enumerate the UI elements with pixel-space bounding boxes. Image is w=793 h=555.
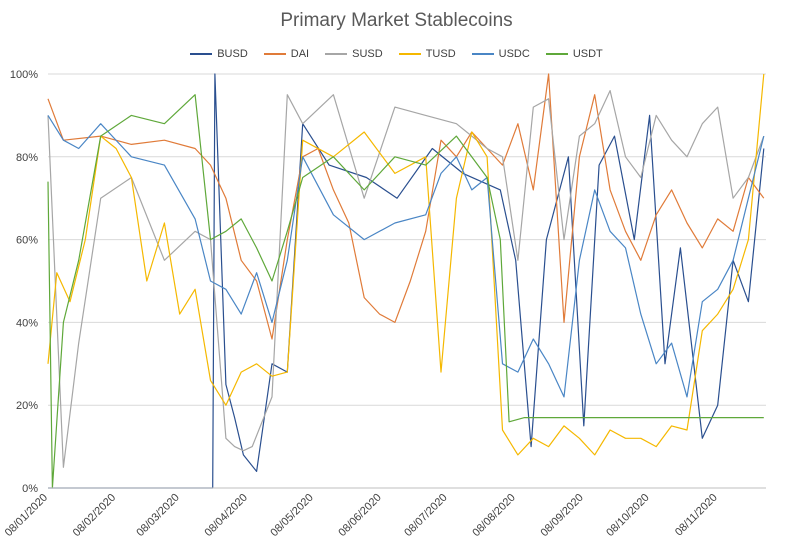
series-line-susd — [47, 89, 765, 468]
legend-swatch — [263, 53, 286, 55]
legend-swatch — [471, 53, 494, 55]
legend-swatch — [398, 53, 421, 55]
legend-swatch — [190, 53, 213, 55]
legend-label: TUSD — [425, 48, 456, 60]
legend-label: USDC — [498, 48, 530, 60]
series-line-tusd — [47, 73, 765, 456]
y-tick-label: 60% — [16, 235, 38, 247]
series-line-busd — [48, 73, 765, 489]
x-tick-label: 08/07/2020 — [402, 492, 449, 539]
x-tick-label: 08/04/2020 — [203, 492, 250, 539]
legend-item-susd: SUSD — [325, 48, 383, 60]
y-tick-label: 40% — [16, 317, 38, 329]
legend-label: DAI — [290, 48, 310, 60]
y-tick-label: 20% — [16, 400, 38, 412]
x-tick-label: 08/08/2020 — [470, 492, 517, 539]
legend-swatch — [545, 53, 568, 55]
legend-item-usdt: USDT — [545, 48, 603, 60]
series-line-dai — [47, 73, 765, 340]
y-tick-label: 80% — [16, 152, 38, 164]
legend-item-usdc: USDC — [471, 48, 530, 60]
x-tick-label: 08/05/2020 — [268, 492, 315, 539]
x-tick-label: 08/11/2020 — [673, 492, 720, 539]
series-line-usdt — [47, 94, 764, 489]
x-tick-label: 08/10/2020 — [604, 492, 651, 539]
chart-title: Primary Market Stablecoins — [280, 10, 513, 31]
y-tick-label: 100% — [10, 69, 38, 81]
legend-item-busd: BUSD — [190, 48, 248, 60]
legend-item-tusd: TUSD — [398, 48, 456, 60]
legend-swatch — [325, 53, 348, 55]
chart-legend: BUSD DAI SUSD TUSD USDC USDT — [0, 48, 793, 60]
x-tick-label: 08/02/2020 — [71, 492, 118, 539]
legend-label: BUSD — [217, 48, 248, 60]
y-tick-label: 0% — [22, 483, 38, 495]
x-tick-label: 08/06/2020 — [336, 492, 383, 539]
legend-item-dai: DAI — [263, 48, 310, 60]
legend-label: USDT — [572, 48, 603, 60]
legend-label: SUSD — [352, 48, 383, 60]
x-tick-label: 08/01/2020 — [3, 492, 50, 539]
x-tick-label: 08/03/2020 — [134, 492, 181, 539]
series-line-usdc — [47, 115, 765, 398]
x-tick-label: 08/09/2020 — [538, 492, 585, 539]
